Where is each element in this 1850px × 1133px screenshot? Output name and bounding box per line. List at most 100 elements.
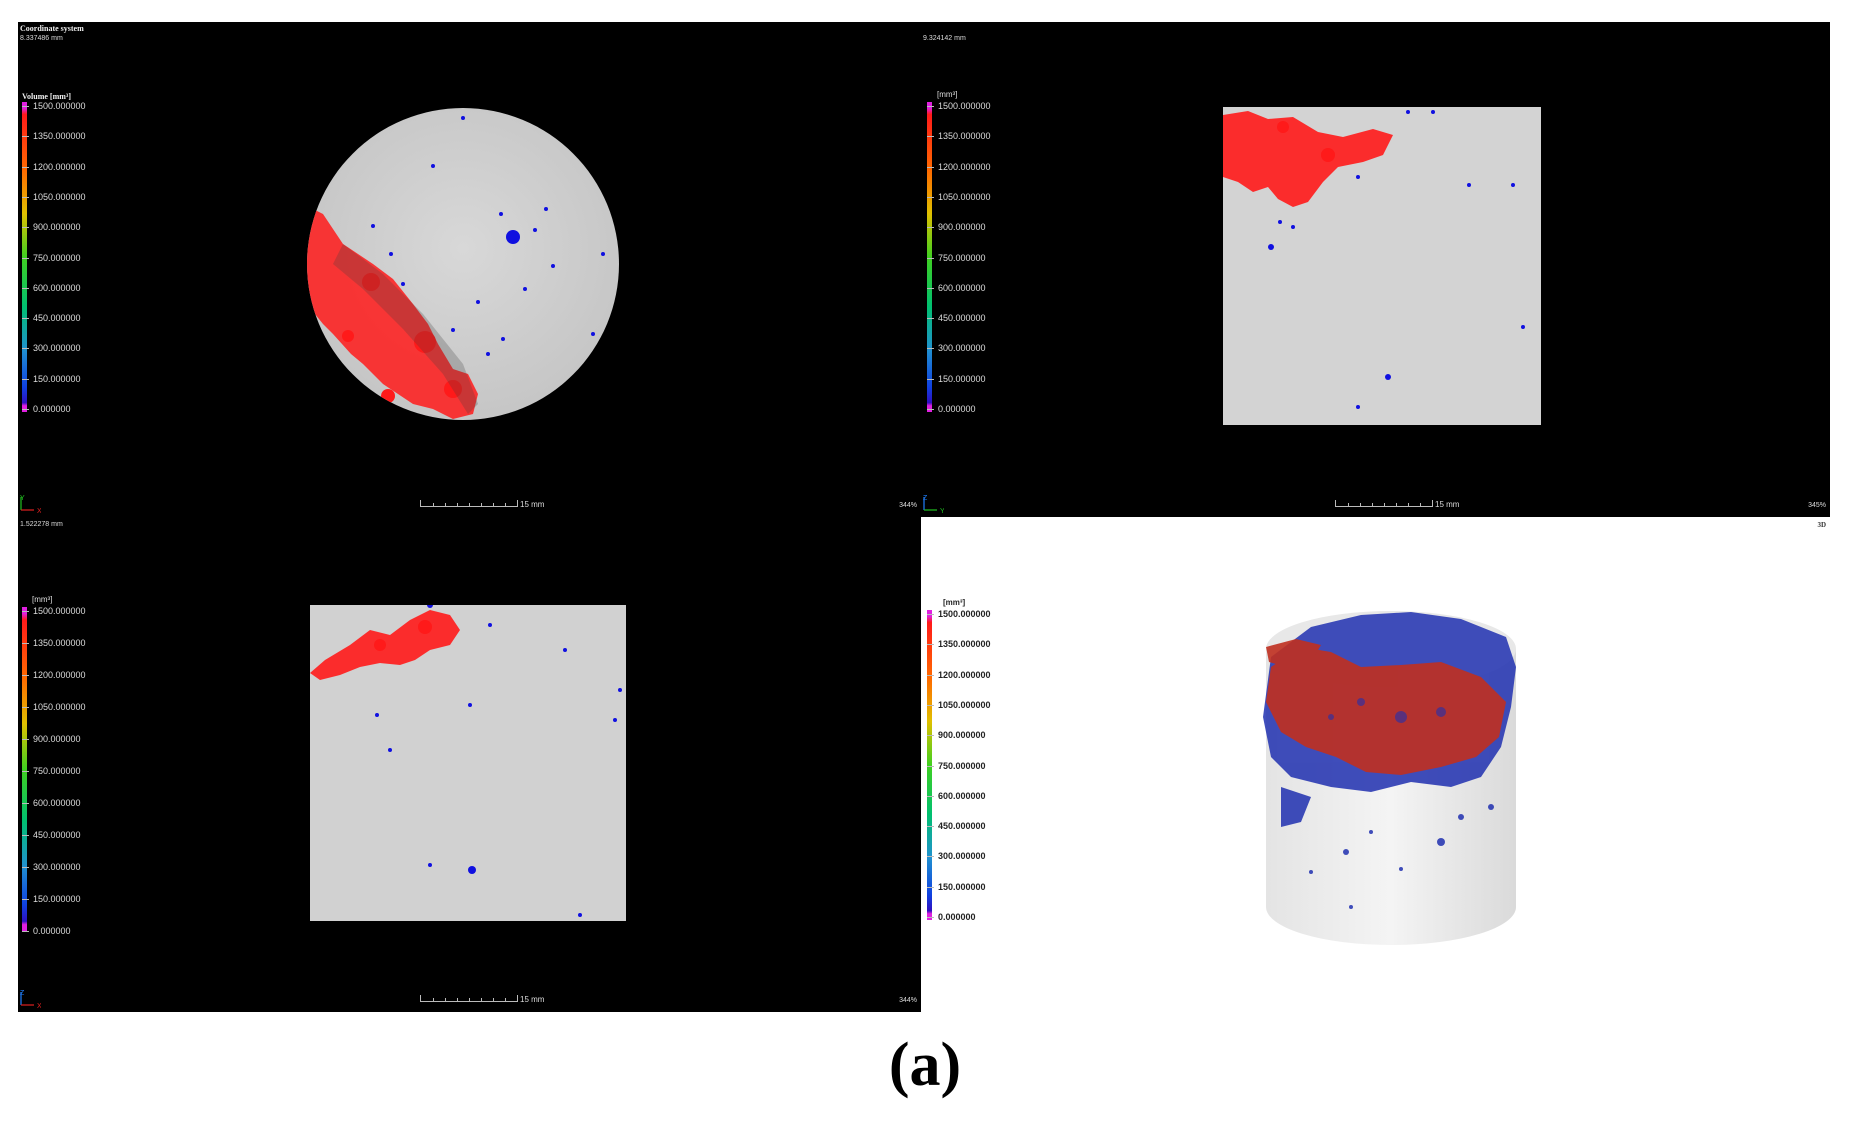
axis-indicator: Z X bbox=[20, 990, 41, 1009]
view-title: Coordinate system bbox=[20, 24, 84, 33]
legend-label: 300.000000 bbox=[33, 343, 81, 354]
slice-view-xz[interactable]: 1.522278 mm [mm³] 1500.000000 1350.000000… bbox=[18, 517, 921, 1012]
legend-tick bbox=[927, 644, 934, 646]
legend-label: 150.000000 bbox=[938, 881, 986, 892]
legend-tick bbox=[927, 287, 934, 289]
figure-caption: (a) bbox=[888, 1031, 962, 1099]
legend-title: [mm³] bbox=[943, 598, 966, 607]
legend-label: 600.000000 bbox=[33, 798, 81, 808]
color-scale-bar bbox=[22, 607, 27, 931]
legend-label: 1500.000000 bbox=[33, 606, 86, 616]
legend-label: 450.000000 bbox=[938, 821, 986, 832]
legend-label: 750.000000 bbox=[33, 252, 81, 263]
axis-label-x: X bbox=[37, 508, 41, 514]
legend-label: 0.000000 bbox=[938, 404, 976, 414]
legend-label: 1500.000000 bbox=[938, 101, 991, 111]
slice-view-xy[interactable]: Coordinate system 8.337486 mm Volume [mm… bbox=[18, 22, 921, 517]
legend-label: 600.000000 bbox=[938, 282, 986, 293]
legend-tick bbox=[22, 378, 29, 380]
legend-label: 0.000000 bbox=[33, 404, 71, 414]
axis-indicator: Y X bbox=[20, 495, 41, 514]
legend-tick bbox=[927, 856, 934, 858]
legend-tick bbox=[22, 287, 29, 289]
legend-tick bbox=[22, 707, 29, 708]
specimen-slice-square bbox=[1223, 107, 1541, 425]
legend-label: 900.000000 bbox=[938, 730, 986, 741]
small-pore-cluster bbox=[371, 116, 605, 356]
legend-label: 1050.000000 bbox=[33, 702, 86, 712]
legend-tick bbox=[22, 318, 29, 320]
legend-tick bbox=[927, 348, 934, 350]
slice-depth: 1.522278 mm bbox=[20, 521, 63, 528]
scale-label: 15 mm bbox=[1435, 500, 1460, 509]
legend-label: 0.000000 bbox=[938, 912, 976, 922]
legend-tick bbox=[22, 611, 29, 612]
legend-tick bbox=[927, 227, 934, 229]
color-scale-bar bbox=[22, 102, 27, 412]
legend-label: 900.000000 bbox=[33, 222, 81, 233]
legend-tick bbox=[927, 826, 934, 828]
legend-tick bbox=[927, 795, 934, 797]
legend-label: 450.000000 bbox=[33, 313, 81, 324]
legend-tick bbox=[927, 704, 934, 706]
legend-label: 0.000000 bbox=[33, 926, 71, 936]
legend-label: 750.000000 bbox=[938, 760, 986, 771]
slice-depth: 9.324142 mm bbox=[923, 35, 966, 42]
legend-label: 1200.000000 bbox=[33, 161, 86, 172]
volume-render-3d[interactable]: 3D [mm³] 1500.000000 1350.000000 1200.0000… bbox=[921, 517, 1830, 1012]
axis-label-y: Y bbox=[940, 508, 944, 514]
legend-title: Volume [mm³] bbox=[22, 92, 71, 101]
scale-bar bbox=[420, 500, 518, 507]
axis-label-z: Z bbox=[923, 495, 928, 502]
legend-label: 1350.000000 bbox=[938, 639, 991, 650]
legend-tick bbox=[927, 196, 934, 198]
legend-tick bbox=[22, 106, 29, 107]
legend-label: 900.000000 bbox=[33, 734, 81, 744]
legend-tick bbox=[927, 257, 934, 259]
legend-tick bbox=[22, 675, 29, 676]
legend-tick bbox=[22, 643, 29, 644]
ct-viewer: Coordinate system 8.337486 mm Volume [mm… bbox=[18, 22, 1830, 1012]
legend-label: 300.000000 bbox=[938, 343, 986, 354]
legend-label: 1500.000000 bbox=[938, 609, 991, 619]
legend-label: 1500.000000 bbox=[33, 101, 86, 111]
legend-tick bbox=[927, 106, 934, 107]
legend-label: 150.000000 bbox=[33, 373, 81, 384]
axis-label-x: X bbox=[37, 1003, 41, 1009]
color-scale-bar bbox=[927, 610, 932, 920]
legend-label: 1050.000000 bbox=[938, 191, 991, 202]
legend-label: 1350.000000 bbox=[33, 638, 86, 648]
legend-label: 1350.000000 bbox=[938, 131, 991, 142]
zoom-level: 344% bbox=[899, 997, 917, 1004]
large-pore-cluster bbox=[1223, 111, 1393, 207]
axis-indicator: Z Y bbox=[923, 495, 944, 514]
legend-tick bbox=[22, 739, 29, 740]
legend-tick bbox=[22, 867, 29, 868]
view-3d-label: 3D bbox=[1817, 521, 1826, 529]
legend-label: 1050.000000 bbox=[33, 191, 86, 202]
legend-tick bbox=[927, 886, 934, 888]
legend-tick bbox=[22, 227, 29, 229]
specimen-3d-render bbox=[1263, 611, 1516, 945]
scale-label: 15 mm bbox=[520, 500, 545, 509]
legend-tick bbox=[927, 318, 934, 320]
scale-bar bbox=[1335, 500, 1433, 507]
large-pore-cluster bbox=[307, 204, 478, 419]
zoom-level: 345% bbox=[1808, 502, 1826, 509]
legend-tick bbox=[927, 765, 934, 767]
legend-label: 300.000000 bbox=[33, 862, 81, 872]
legend-label: 900.000000 bbox=[938, 222, 986, 233]
legend-label: 150.000000 bbox=[938, 373, 986, 384]
legend-label: 1350.000000 bbox=[33, 131, 86, 142]
legend-label: 600.000000 bbox=[33, 282, 81, 293]
slice-depth: 8.337486 mm bbox=[20, 35, 63, 42]
legend-label: 450.000000 bbox=[938, 313, 986, 324]
red-pore-cluster bbox=[1266, 639, 1506, 775]
axis-label-y: Y bbox=[20, 495, 25, 502]
legend-tick bbox=[927, 378, 934, 380]
zoom-level: 344% bbox=[899, 502, 917, 509]
legend-label: 1200.000000 bbox=[938, 669, 991, 680]
legend-label: 1200.000000 bbox=[33, 670, 86, 680]
slice-view-yz[interactable]: 9.324142 mm [mm³] 1500.000000 1350.000000… bbox=[921, 22, 1830, 517]
